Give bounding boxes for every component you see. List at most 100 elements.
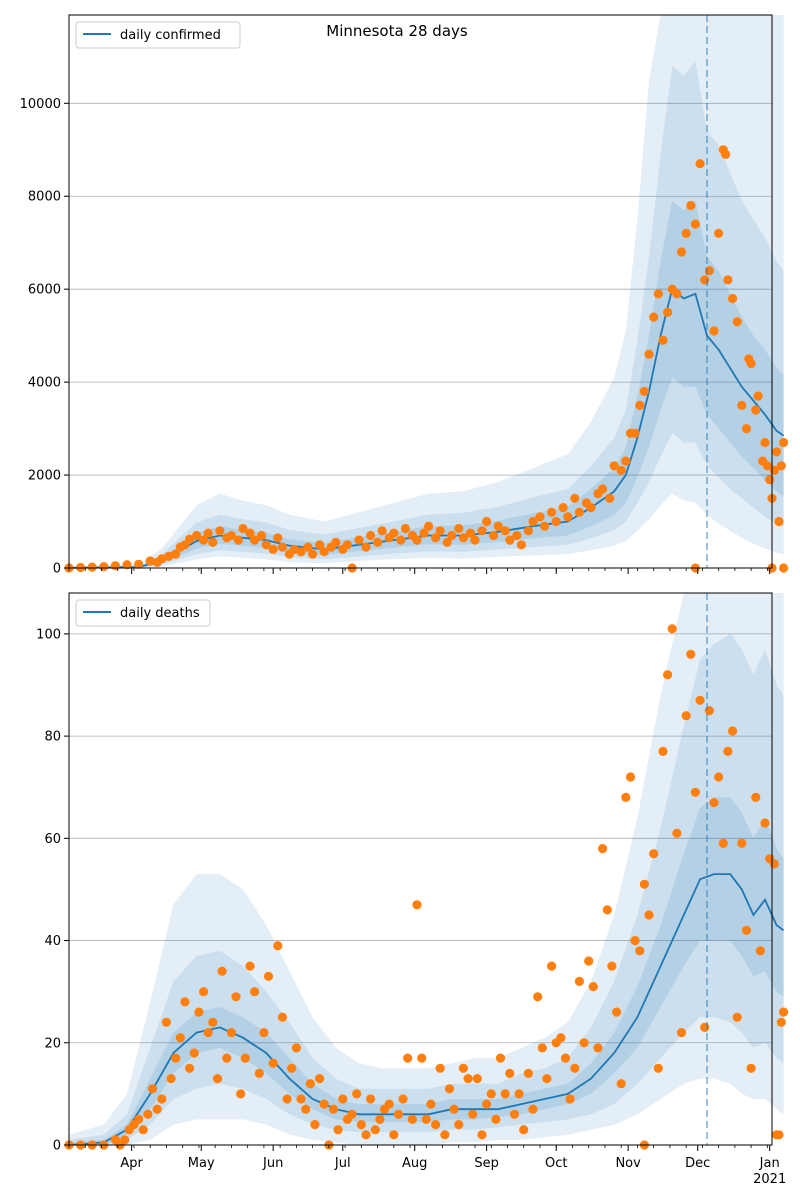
observed-point-130 xyxy=(779,437,789,448)
observed-point-122 xyxy=(658,746,668,757)
x-tick-label-4: Aug xyxy=(402,1156,427,1171)
observed-point-89 xyxy=(621,456,631,466)
observed-point-78 xyxy=(558,503,568,513)
confirmed-chart-title: Minnesota 28 days xyxy=(326,22,468,40)
observed-point-115 xyxy=(737,400,747,410)
observed-point-69 xyxy=(412,900,422,910)
observed-point-11 xyxy=(171,549,181,559)
observed-point-92 xyxy=(519,1125,529,1135)
deaths-legend-box xyxy=(75,599,211,627)
observed-point-46 xyxy=(373,537,383,548)
observed-point-85 xyxy=(598,484,608,494)
observed-point-32 xyxy=(240,1053,250,1063)
observed-point-59 xyxy=(447,530,457,541)
x-tick-label-8: Dec xyxy=(685,1156,710,1171)
observed-point-59 xyxy=(366,1094,376,1104)
observed-point-60 xyxy=(370,1125,380,1135)
observed-point-95 xyxy=(649,312,659,322)
observed-point-19 xyxy=(180,997,190,1007)
observed-point-76 xyxy=(547,507,557,517)
observed-point-92 xyxy=(635,400,645,410)
observed-point-102 xyxy=(565,1094,575,1104)
observed-point-16 xyxy=(199,535,209,545)
observed-point-123 xyxy=(762,461,773,471)
x-tick-label-3: Jul xyxy=(334,1156,351,1171)
observed-point-65 xyxy=(482,516,492,527)
observed-point-4 xyxy=(110,561,120,571)
observed-point-131 xyxy=(700,1022,710,1032)
observed-point-74 xyxy=(535,512,545,522)
observed-point-14 xyxy=(157,1094,167,1104)
observed-point-114 xyxy=(621,792,631,803)
observed-point-64 xyxy=(477,526,487,536)
observed-point-21 xyxy=(189,1048,199,1058)
observed-point-103 xyxy=(570,1063,580,1073)
observed-point-22 xyxy=(233,535,243,545)
observed-point-134 xyxy=(714,772,724,782)
observed-point-15 xyxy=(161,1017,171,1027)
observed-point-41 xyxy=(342,540,352,550)
observed-point-84 xyxy=(482,1099,492,1109)
observed-point-132 xyxy=(704,706,715,716)
observed-point-17 xyxy=(203,528,213,538)
y-tick-label-3: 6000 xyxy=(28,283,61,298)
observed-point-109 xyxy=(714,228,724,238)
observed-point-9 xyxy=(157,554,167,564)
observed-point-117 xyxy=(635,946,645,956)
observed-point-15 xyxy=(192,530,202,541)
observed-point-100 xyxy=(672,289,682,299)
observed-point-83 xyxy=(586,503,596,513)
observed-point-29 xyxy=(226,1028,236,1038)
observed-point-65 xyxy=(393,1109,404,1119)
x-tick-label-7: Nov xyxy=(615,1156,641,1171)
observed-point-136 xyxy=(723,746,733,757)
observed-point-90 xyxy=(509,1109,520,1119)
observed-point-67 xyxy=(493,521,503,531)
observed-point-87 xyxy=(495,1053,506,1063)
observed-point-93 xyxy=(639,386,650,396)
observed-point-14 xyxy=(185,534,195,544)
observed-point-26 xyxy=(212,1074,223,1084)
y-tick-label-2: 40 xyxy=(44,934,61,949)
deaths-x-axis: Apr May Jun Jul Aug Sep Oct Nov Dec Jan xyxy=(68,1145,780,1171)
observed-point-33 xyxy=(245,961,255,971)
observed-point-74 xyxy=(435,1063,445,1073)
observed-point-36 xyxy=(259,1028,269,1038)
observed-point-39 xyxy=(331,537,341,548)
observed-point-40 xyxy=(277,1012,288,1022)
observed-point-85 xyxy=(486,1089,496,1099)
confirmed-uncertainty-bands xyxy=(69,15,784,568)
observed-point-118 xyxy=(746,358,756,369)
observed-point-69 xyxy=(505,535,515,545)
observed-point-127 xyxy=(772,447,782,457)
deaths-plot-frame xyxy=(68,592,773,1146)
observed-point-118 xyxy=(639,879,650,889)
observed-point-23 xyxy=(199,987,209,997)
observed-point-31 xyxy=(236,1089,246,1099)
observed-point-87 xyxy=(609,461,619,471)
observed-point-143 xyxy=(755,946,766,956)
confirmed-gridlines xyxy=(69,102,772,476)
observed-point-35 xyxy=(308,549,318,559)
observed-point-28 xyxy=(222,1053,232,1063)
observed-point-148 xyxy=(774,1130,784,1140)
y-tick-label-2: 4000 xyxy=(28,376,61,391)
observed-point-105 xyxy=(695,159,705,169)
observed-point-97 xyxy=(542,1074,552,1084)
observed-point-11 xyxy=(143,1109,153,1119)
observed-point-37 xyxy=(263,971,274,981)
deaths-observed-points xyxy=(64,624,789,1150)
observed-point-47 xyxy=(377,526,387,536)
observed-point-96 xyxy=(653,289,663,299)
observed-point-37 xyxy=(319,547,329,557)
observed-point-109 xyxy=(598,844,608,854)
observed-point-86 xyxy=(605,493,615,503)
observed-point-13 xyxy=(152,1104,162,1114)
deaths-legend: daily deaths xyxy=(75,599,211,627)
observed-point-88 xyxy=(616,465,626,475)
observed-point-68 xyxy=(407,1114,417,1124)
observed-point-105 xyxy=(579,1038,589,1048)
observed-point-112 xyxy=(612,1007,622,1017)
x-tick-label-2: Jun xyxy=(262,1156,283,1171)
observed-point-18 xyxy=(208,537,218,548)
